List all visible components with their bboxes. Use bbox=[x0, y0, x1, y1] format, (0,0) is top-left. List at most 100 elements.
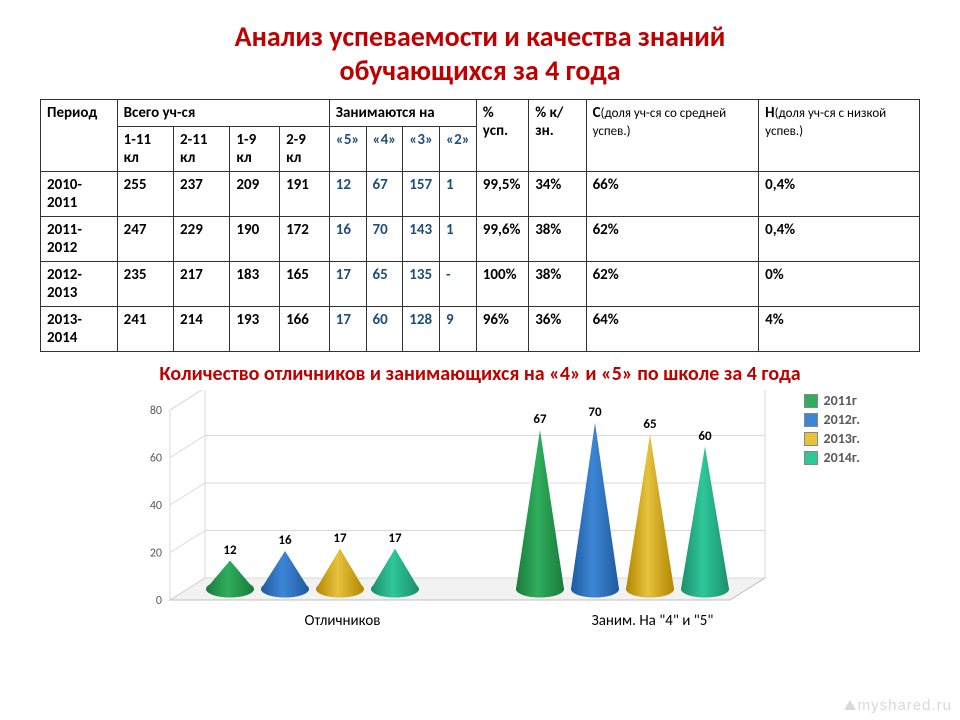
legend-item: 2013г. bbox=[804, 430, 860, 447]
th-total: Всего уч-ся bbox=[117, 100, 329, 127]
table-cell: 143 bbox=[403, 217, 440, 262]
table-row: 2010-20112552372091911267157199,5%34%66%… bbox=[41, 172, 920, 217]
table-cell: 2012-2013 bbox=[41, 262, 118, 307]
chart-value-label: 65 bbox=[643, 417, 656, 432]
svg-text:60: 60 bbox=[150, 452, 162, 466]
table-row: 2011-20122472291901721670143199,6%38%62%… bbox=[41, 217, 920, 262]
table-cell: 217 bbox=[174, 262, 230, 307]
legend-label: 2014г. bbox=[824, 449, 860, 466]
table-cell: 229 bbox=[174, 217, 230, 262]
table-cell: 16 bbox=[329, 217, 366, 262]
page-title: Анализ успеваемости и качества знаний об… bbox=[40, 20, 920, 87]
table-row: 2013-20142412141931661760128996%36%64%4% bbox=[41, 307, 920, 352]
table-cell: 0% bbox=[759, 262, 920, 307]
legend-label: 2012г. bbox=[824, 411, 860, 428]
table-cell: 255 bbox=[117, 172, 173, 217]
th-1-11: 1-11 кл bbox=[117, 127, 173, 172]
table-cell: 0,4% bbox=[759, 217, 920, 262]
th-g4: «4» bbox=[366, 127, 403, 172]
legend-item: 2012г. bbox=[804, 411, 860, 428]
performance-table: Период Всего уч-ся Занимаются на % усп. … bbox=[40, 99, 920, 352]
chart-value-label: 70 bbox=[588, 405, 601, 420]
legend-label: 2013г. bbox=[824, 430, 860, 447]
th-g3: «3» bbox=[403, 127, 440, 172]
table-cell: 241 bbox=[117, 307, 173, 352]
table-cell: 65 bbox=[366, 262, 403, 307]
table-cell: 36% bbox=[529, 307, 586, 352]
th-2-11: 2-11 кл bbox=[174, 127, 230, 172]
th-n: Н(доля уч-ся с низкой успев.) bbox=[759, 100, 920, 172]
table-cell: 191 bbox=[280, 172, 330, 217]
table-cell: 99,6% bbox=[476, 217, 528, 262]
table-cell: 235 bbox=[117, 262, 173, 307]
table-header-row1: Период Всего уч-ся Занимаются на % усп. … bbox=[41, 100, 920, 127]
table-cell: 247 bbox=[117, 217, 173, 262]
svg-text:40: 40 bbox=[150, 499, 162, 513]
th-1-9: 1-9 кл bbox=[230, 127, 280, 172]
table-cell: 237 bbox=[174, 172, 230, 217]
table-cell: 9 bbox=[440, 307, 477, 352]
table-cell: 1 bbox=[440, 217, 477, 262]
chart-subtitle: Количество отличников и занимающихся на … bbox=[40, 362, 920, 386]
legend-item: 2011г bbox=[804, 392, 860, 409]
legend-item: 2014г. bbox=[804, 449, 860, 466]
cone-chart: 020406080 2011г2012г.2013г.2014г. 121617… bbox=[100, 390, 860, 670]
table-cell: 166 bbox=[280, 307, 330, 352]
table-cell: 38% bbox=[529, 217, 586, 262]
chart-category-label: Отличников bbox=[253, 612, 433, 630]
legend-swatch bbox=[804, 394, 818, 408]
table-cell: 67 bbox=[366, 172, 403, 217]
chart-value-label: 67 bbox=[533, 412, 546, 427]
play-icon bbox=[844, 700, 856, 710]
title-line2: обучающихся за 4 года bbox=[339, 53, 620, 88]
legend-swatch bbox=[804, 432, 818, 446]
chart-value-label: 60 bbox=[698, 429, 711, 444]
table-cell: 2011-2012 bbox=[41, 217, 118, 262]
title-line1: Анализ успеваемости и качества знаний bbox=[235, 19, 726, 54]
table-cell: 0,4% bbox=[759, 172, 920, 217]
table-cell: 157 bbox=[403, 172, 440, 217]
table-cell: 172 bbox=[280, 217, 330, 262]
th-c: С(доля уч-ся со средней успев.) bbox=[586, 100, 759, 172]
table-cell: 70 bbox=[366, 217, 403, 262]
th-2-9: 2-9 кл bbox=[280, 127, 330, 172]
table-cell: 2010-2011 bbox=[41, 172, 118, 217]
table-cell: 66% bbox=[586, 172, 759, 217]
table-cell: 183 bbox=[230, 262, 280, 307]
table-cell: 1 bbox=[440, 172, 477, 217]
table-cell: 99,5% bbox=[476, 172, 528, 217]
chart-value-label: 16 bbox=[278, 533, 291, 548]
watermark: myshared.ru bbox=[844, 697, 952, 714]
table-cell: 128 bbox=[403, 307, 440, 352]
table-row: 2012-20132352171831651765135-100%38%62%0… bbox=[41, 262, 920, 307]
th-g2: «2» bbox=[440, 127, 477, 172]
th-g5: «5» bbox=[329, 127, 366, 172]
table-cell: - bbox=[440, 262, 477, 307]
table-cell: 17 bbox=[329, 307, 366, 352]
table-cell: 62% bbox=[586, 217, 759, 262]
table-cell: 209 bbox=[230, 172, 280, 217]
table-cell: 17 bbox=[329, 262, 366, 307]
table-cell: 34% bbox=[529, 172, 586, 217]
legend-label: 2011г bbox=[824, 392, 857, 409]
th-period: Период bbox=[41, 100, 118, 172]
slide: Анализ успеваемости и качества знаний об… bbox=[0, 0, 960, 720]
chart-value-label: 17 bbox=[388, 531, 401, 546]
table-cell: 2013-2014 bbox=[41, 307, 118, 352]
chart-category-label: Заним. На "4" и "5" bbox=[563, 612, 743, 630]
table-cell: 64% bbox=[586, 307, 759, 352]
table-cell: 190 bbox=[230, 217, 280, 262]
chart-value-label: 12 bbox=[223, 543, 236, 558]
table-cell: 38% bbox=[529, 262, 586, 307]
table-cell: 165 bbox=[280, 262, 330, 307]
table-cell: 100% bbox=[476, 262, 528, 307]
legend-swatch bbox=[804, 451, 818, 465]
table-cell: 135 bbox=[403, 262, 440, 307]
th-busy: Занимаются на bbox=[329, 100, 476, 127]
table-cell: 193 bbox=[230, 307, 280, 352]
chart-value-label: 17 bbox=[333, 531, 346, 546]
table-cell: 96% bbox=[476, 307, 528, 352]
svg-text:20: 20 bbox=[150, 547, 162, 561]
table-cell: 60 bbox=[366, 307, 403, 352]
chart-svg: 020406080 bbox=[100, 390, 860, 670]
